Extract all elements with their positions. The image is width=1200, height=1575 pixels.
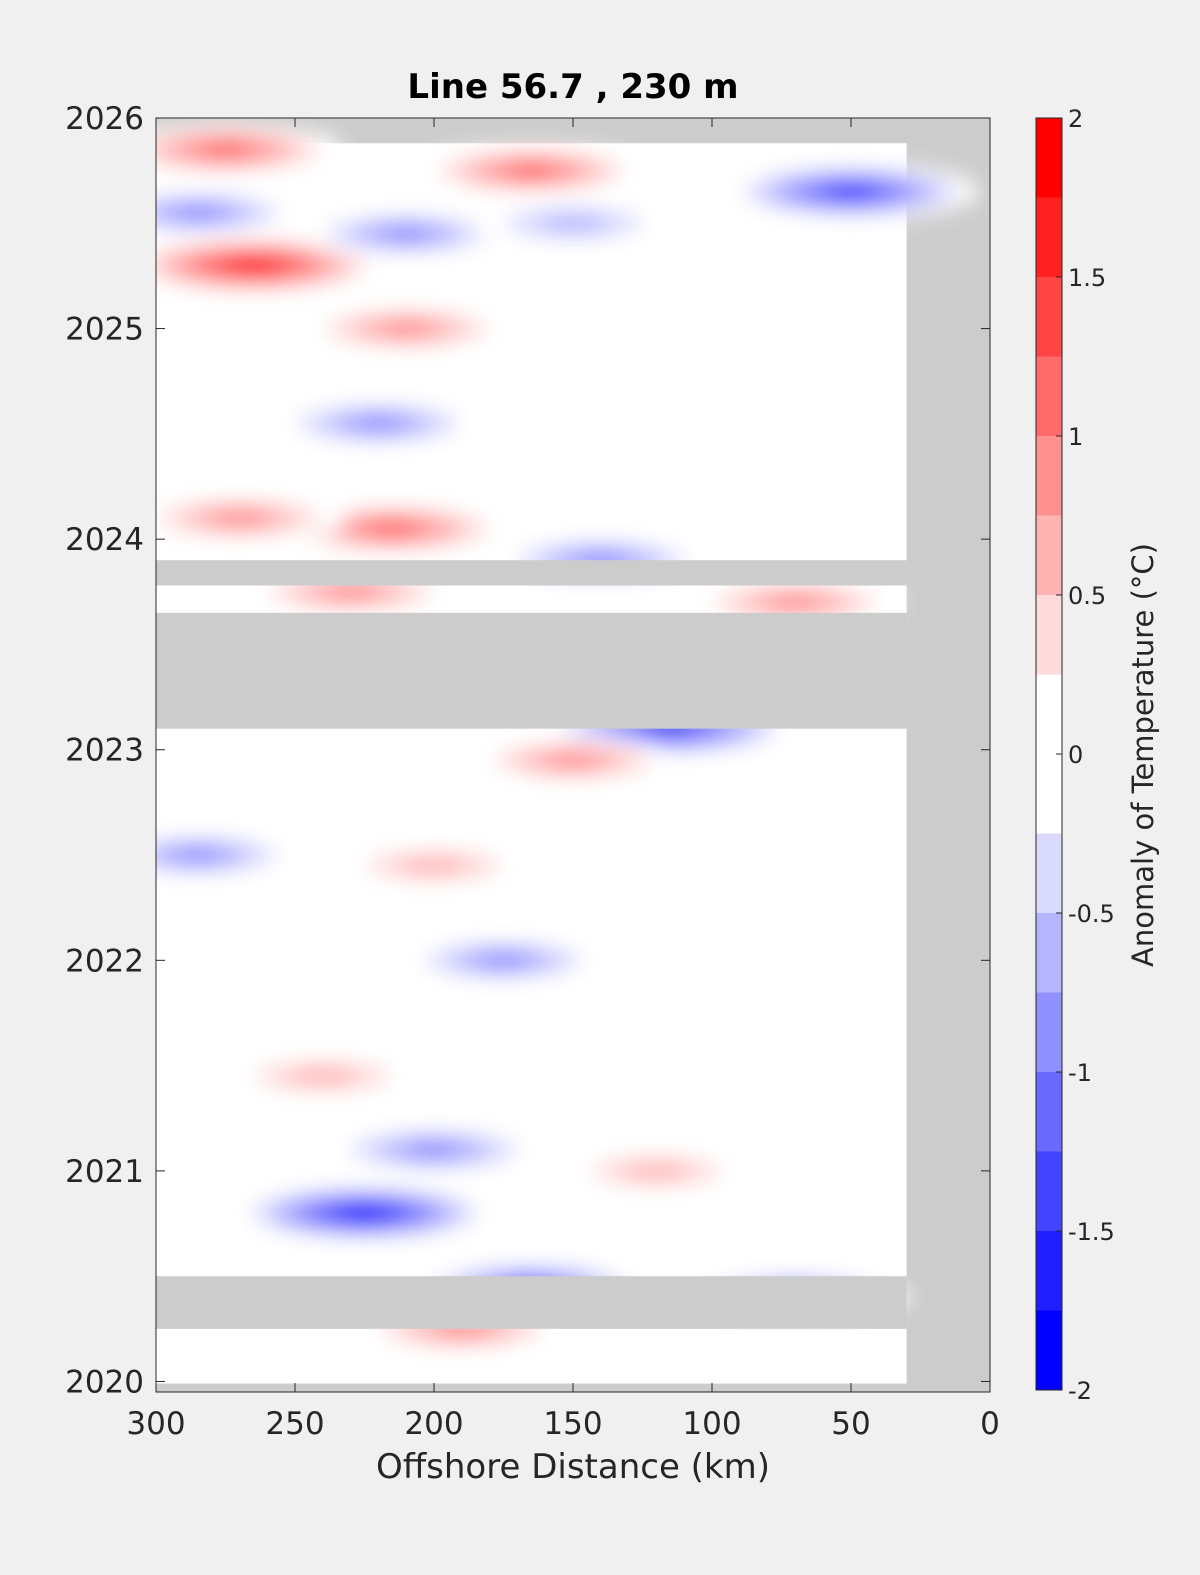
anomaly-patch [223, 1053, 423, 1100]
x-tick-label: 150 [543, 1406, 602, 1442]
y-tick-label: 2022 [65, 943, 144, 979]
colorbar-segment [1036, 1231, 1062, 1311]
anomaly-patch [560, 1148, 753, 1194]
colorbar-segment [1036, 1072, 1062, 1152]
anomaly-patch [723, 163, 979, 221]
colorbar-segment [1036, 356, 1062, 436]
colorbar-segment [1036, 197, 1062, 277]
anomaly-patch [470, 736, 676, 784]
colorbar-tick-label: 2 [1068, 105, 1083, 133]
anomaly-patch [334, 842, 534, 889]
colorbar-tick-label: -1.5 [1068, 1218, 1115, 1246]
anomaly-patch [400, 936, 607, 984]
colorbar: -2 -1.5 -1 -0.5 0 0.5 1 1.5 2 [1035, 105, 1115, 1405]
x-tick-label: 300 [126, 1406, 185, 1442]
x-tick-label: 250 [265, 1406, 324, 1442]
chart-title: Line 56.7 , 230 m [407, 67, 738, 107]
colorbar-segment [1036, 515, 1062, 595]
anomaly-patch [299, 209, 513, 259]
x-axis-title: Offshore Distance (km) [376, 1447, 770, 1487]
x-tick-label: 100 [682, 1406, 741, 1442]
colorbar-segment [1036, 1151, 1062, 1231]
colorbar-tick-label: 0 [1068, 741, 1083, 769]
no-data-periods [156, 560, 907, 1329]
y-tick-label: 2024 [65, 522, 144, 558]
y-tick-label: 2023 [65, 733, 144, 769]
anomaly-patch [417, 144, 645, 197]
x-axis-ticks: 300 250 200 150 100 50 0 [126, 118, 1000, 1442]
no-data-band [156, 560, 907, 586]
y-tick-label: 2020 [65, 1364, 144, 1400]
colorbar-tick-label: -1 [1068, 1059, 1092, 1087]
y-tick-label: 2026 [65, 101, 144, 137]
no-data-band [156, 1276, 907, 1329]
y-tick-label: 2025 [65, 312, 144, 348]
colorbar-tick-label: -2 [1068, 1377, 1092, 1405]
y-tick-label: 2021 [65, 1154, 144, 1190]
colorbar-tick-label: 0.5 [1068, 582, 1106, 610]
colorbar-tick-label: 1 [1068, 423, 1083, 451]
anomaly-patch [156, 188, 305, 238]
y-axis-ticks: 2020 2021 2022 2023 2024 2025 2026 [65, 101, 990, 1400]
colorbar-tick-label: -0.5 [1068, 900, 1115, 928]
x-tick-label: 200 [404, 1406, 463, 1442]
anomaly-patch [271, 399, 485, 448]
colorbar-segment [1036, 118, 1062, 198]
anomaly-patch [324, 1124, 544, 1175]
colorbar-tick-label: 1.5 [1068, 264, 1106, 292]
x-tick-label: 50 [831, 1406, 870, 1442]
colorbar-segment [1036, 913, 1062, 993]
anomaly-patch [233, 1183, 496, 1243]
anomaly-patch [156, 493, 346, 543]
anomaly-patch [156, 236, 385, 295]
no-data-band [156, 612, 907, 729]
colorbar-segment [1036, 595, 1062, 675]
anomaly-patch [156, 123, 343, 176]
colorbar-title: Anomaly of Temperature (°C) [1126, 543, 1160, 967]
plot-area [156, 118, 990, 1392]
colorbar-segment [1036, 277, 1062, 357]
anomaly-patch [471, 200, 675, 247]
colorbar-segment [1036, 1310, 1062, 1390]
colorbar-segment [1036, 833, 1062, 913]
anomaly-patch [156, 831, 301, 879]
anomaly-patch [299, 304, 513, 353]
colorbar-segment [1036, 436, 1062, 516]
x-tick-label: 0 [980, 1406, 1000, 1442]
colorbar-segment [1036, 992, 1062, 1072]
